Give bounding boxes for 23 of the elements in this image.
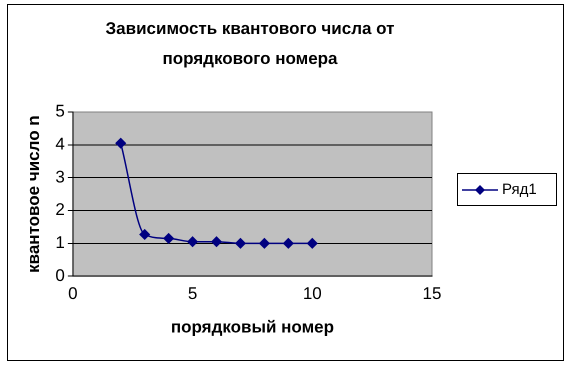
y-tick-label: 1 <box>55 233 65 252</box>
point <box>235 238 246 249</box>
y-tick-label: 3 <box>55 167 65 186</box>
x-tick-label: 10 <box>302 284 322 304</box>
y-axis-title: квантовое число n <box>24 115 43 273</box>
point <box>307 238 318 249</box>
legend-label: Ряд1 <box>502 181 537 198</box>
point <box>283 238 294 249</box>
point <box>259 238 270 249</box>
point <box>187 236 198 247</box>
chart-title: Зависимость квантового числа от порядкового номера <box>104 18 396 70</box>
x-tick-label: 15 <box>422 284 442 304</box>
point <box>163 233 174 244</box>
x-axis-title: порядковый номер <box>170 317 334 336</box>
x-tick-label: 0 <box>68 284 78 304</box>
y-tick-label: 0 <box>55 266 65 285</box>
point <box>115 138 126 148</box>
point <box>139 229 150 240</box>
y-tick-label: 5 <box>55 102 65 121</box>
x-tick-label: 5 <box>188 284 198 304</box>
y-tick-label: 4 <box>55 134 65 154</box>
point <box>211 236 222 247</box>
y-tick-label: 2 <box>55 200 65 220</box>
